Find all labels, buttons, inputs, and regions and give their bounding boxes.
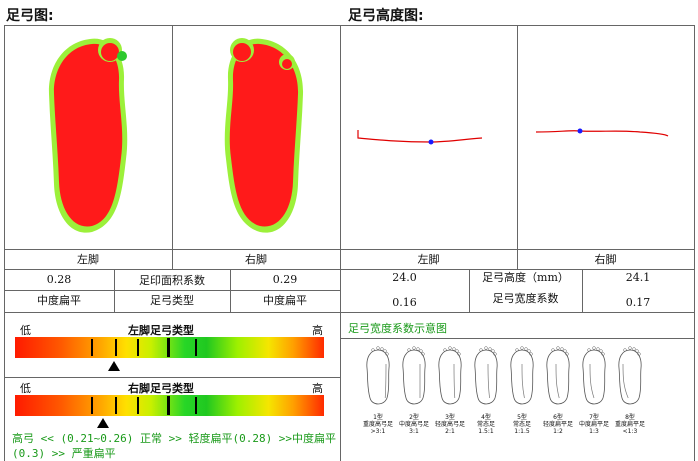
- left-arch-height: 24.0: [392, 270, 417, 284]
- footprint-type-6: 6型 轻度扁平足 1:2: [540, 346, 576, 435]
- left-arch-marker: [108, 361, 120, 371]
- left-footprint-heatmap: [48, 38, 128, 233]
- footprint-outline-icon: [618, 346, 642, 405]
- right-scale-high-label: 高: [312, 382, 323, 395]
- footprint-type-line1: 6型: [553, 414, 563, 421]
- footprint-outline-icon: [510, 346, 534, 405]
- left-arch-width-coefficient: 0.16: [392, 295, 417, 309]
- right-scale-low-label: 低: [20, 382, 31, 395]
- footprint-type-line1: 7型: [589, 414, 599, 421]
- left-arch-type-scale-bar: [15, 337, 324, 358]
- footprint-type-line3: <1:3: [622, 428, 638, 435]
- footprint-outline-icon: [366, 346, 390, 405]
- right-arch-height-curve: [535, 128, 669, 137]
- footprint-type-7: 7型 中度扁平足 1:3: [576, 346, 612, 435]
- arch-width-coefficient-label: 足弓宽度系数: [492, 292, 559, 305]
- footprint-type-line1: 8型: [625, 414, 635, 421]
- right-arch-marker: [97, 418, 109, 428]
- area-coefficient-label: 足印面积系数: [139, 273, 205, 287]
- footprint-type-line1: 3型: [445, 414, 455, 421]
- footprint-type-line3: >3:1: [370, 428, 386, 435]
- footprint-type-line3: 1:3: [589, 428, 599, 435]
- left-foot-label: 左脚: [77, 253, 99, 266]
- footprint-outline-icon: [582, 346, 606, 405]
- footprint-type-line2: 中度高弓足: [398, 421, 429, 428]
- footprint-outline-icon: [474, 346, 498, 405]
- footprint-type-line2: 常态足: [512, 421, 531, 428]
- footprint-type-line2: 轻度高弓足: [434, 421, 465, 428]
- footprint-type-line3: 1.5:1: [478, 428, 494, 435]
- left-arch-type: 中度扁平: [37, 294, 81, 307]
- footprint-type-2: 2型 中度高弓足 3:1: [396, 346, 432, 435]
- left-area-coefficient: 0.28: [46, 273, 72, 286]
- right-area-coefficient: 0.29: [272, 273, 298, 286]
- right-arch-type-scale-bar: [15, 395, 324, 416]
- arch-height-label: 足弓高度（mm）: [482, 271, 569, 284]
- footprint-outline-icon: [546, 346, 570, 405]
- footprint-type-8: 8型 重度扁平足 <1:3: [612, 346, 648, 435]
- footprint-type-line1: 5型: [517, 414, 527, 421]
- footprint-type-line1: 2型: [409, 414, 419, 421]
- arch-height-section-title: 足弓高度图:: [348, 8, 424, 24]
- arch-legend-line1: 高弓 << (0.21~0.26) 正常 >> 轻度扁平(0.28) >>中度扁…: [12, 432, 337, 445]
- left-scale-title: 左脚足弓类型: [128, 324, 194, 337]
- right-arch-height: 24.1: [625, 270, 651, 284]
- footprint-section-title: 足弓图:: [6, 8, 54, 24]
- left-scale-low-label: 低: [20, 324, 31, 337]
- arch-type-label: 足弓类型: [150, 294, 194, 307]
- footprint-type-line1: 1型: [373, 414, 383, 421]
- right-footprint-heatmap: [224, 38, 304, 233]
- right-foot-label: 右脚: [245, 253, 267, 266]
- footprint-type-3: 3型 轻度高弓足 2:1: [432, 346, 468, 435]
- left-scale-high-label: 高: [312, 324, 323, 337]
- footprint-type-line2: 轻度扁平足: [542, 421, 573, 428]
- arch-width-diagram: 1型 重度高弓足 >3:1 2型 中度高弓足 3:1 3型 轻度高弓足 2:1 4型 常态足 1.5:…: [360, 346, 690, 446]
- footprint-type-4: 4型 常态足 1.5:1: [468, 346, 504, 435]
- arch-left-foot-label: 左脚: [417, 253, 440, 266]
- footprint-type-line3: 1:1.5: [514, 428, 530, 435]
- footprint-type-line1: 4型: [481, 414, 491, 421]
- footprint-type-line2: 中度扁平足: [578, 421, 609, 428]
- footprint-type-line2: 重度高弓足: [362, 421, 393, 428]
- right-arch-width-coefficient: 0.17: [625, 295, 651, 309]
- footprint-type-line3: 1:2: [553, 428, 563, 435]
- footprint-type-line3: 3:1: [409, 428, 419, 435]
- footprint-outline-icon: [438, 346, 462, 405]
- arch-width-diagram-title: 足弓宽度系数示意图: [348, 322, 447, 335]
- footprint-type-line3: 2:1: [445, 428, 455, 435]
- left-arch-height-curve: [357, 130, 483, 145]
- arch-legend-line2: (0.3) >> 严重扁平: [12, 447, 116, 460]
- right-scale-title: 右脚足弓类型: [128, 382, 194, 395]
- right-arch-type: 中度扁平: [263, 294, 307, 307]
- footprint-type-line2: 重度扁平足: [614, 421, 645, 428]
- arch-right-foot-label: 右脚: [594, 253, 617, 266]
- footprint-outline-icon: [402, 346, 426, 405]
- footprint-type-1: 1型 重度高弓足 >3:1: [360, 346, 396, 435]
- footprint-type-5: 5型 常态足 1:1.5: [504, 346, 540, 435]
- footprint-type-line2: 常态足: [476, 421, 495, 428]
